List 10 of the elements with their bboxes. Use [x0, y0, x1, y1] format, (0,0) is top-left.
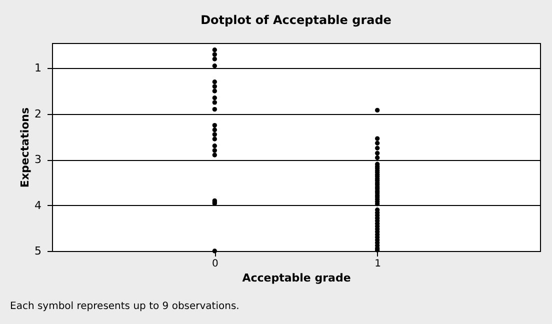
chart-title: Dotplot of Acceptable grade	[200, 13, 392, 27]
x-axis-title: Acceptable grade	[242, 272, 351, 284]
y-tick-label: 3	[34, 153, 42, 166]
y-tick-label: 1	[34, 62, 42, 75]
y-axis-title: Expectations	[18, 107, 32, 188]
y-tick-label: 2	[34, 107, 42, 120]
y-tick-label: 4	[34, 198, 42, 212]
y-tick-label: 5	[34, 244, 42, 258]
text: Each symbol represents up to 9 observations.	[10, 301, 240, 312]
x-tick-label: 0	[212, 258, 218, 270]
